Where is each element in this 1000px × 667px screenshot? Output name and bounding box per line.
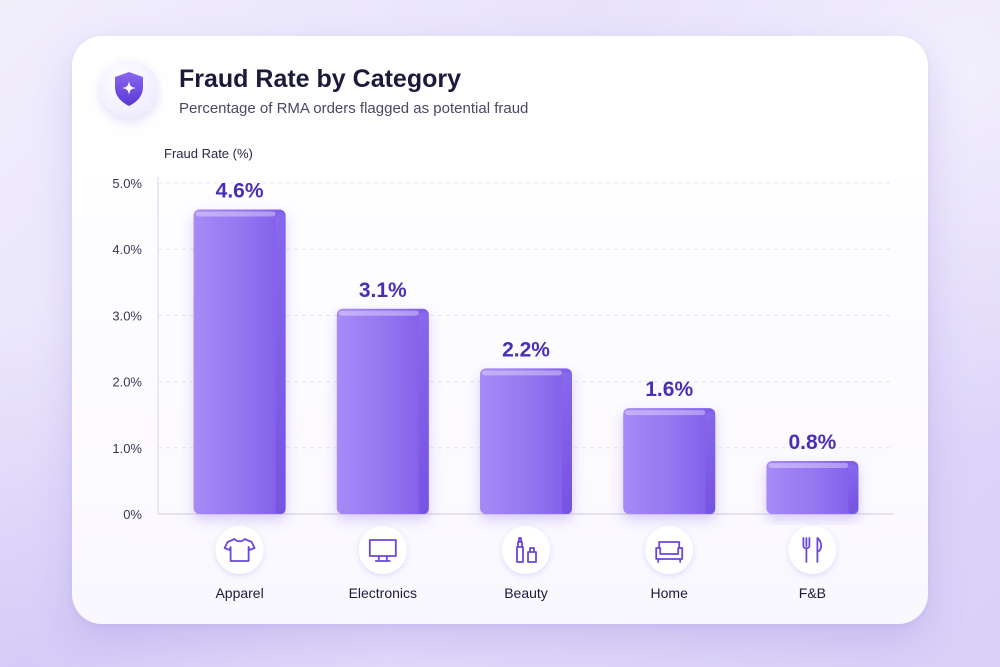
bar-group <box>623 408 716 514</box>
bar-side-shade <box>562 372 572 514</box>
sofa-icon <box>655 541 684 563</box>
icon-circle <box>502 526 550 574</box>
cosmetics-icon <box>516 537 537 563</box>
data-label: 2.2% <box>502 338 550 361</box>
category-icon-badge <box>358 526 407 574</box>
bar <box>193 209 286 515</box>
category-icon-badge <box>645 526 694 574</box>
bar-top-highlight <box>195 211 276 217</box>
x-tick-label: Beauty <box>504 585 548 601</box>
bar <box>336 308 429 514</box>
category-icon-badge <box>788 526 837 574</box>
monitor-icon <box>368 539 397 562</box>
y-tick-label: 5.0% <box>112 176 142 191</box>
y-tick-label: 0% <box>123 507 142 522</box>
bar <box>766 461 859 514</box>
icon-circle <box>645 526 694 574</box>
data-label: 3.1% <box>359 279 407 302</box>
data-label: 1.6% <box>645 378 693 401</box>
icon-circle <box>788 526 837 574</box>
shield-icon <box>115 72 143 106</box>
bar-top-highlight <box>482 370 562 376</box>
bar-side-shade <box>705 412 716 514</box>
y-axis-title: Fraud Rate (%) <box>164 146 253 161</box>
bar-side-shade <box>418 312 429 514</box>
x-tick-label: Apparel <box>215 585 263 601</box>
bar-top-highlight <box>338 310 419 316</box>
bar-chart: 0% 1.0% 2.0% 3.0% 4.0% 5.0% 4.6% Apparel 3.1% El… <box>112 176 894 601</box>
data-label: 0.8% <box>788 431 836 454</box>
data-label: 4.6% <box>216 179 264 202</box>
bar-group <box>336 308 429 514</box>
y-tick-label: 4.0% <box>112 242 142 257</box>
icon-circle <box>215 526 264 574</box>
shield-logo <box>100 60 158 118</box>
category-icon-badge <box>502 526 550 574</box>
chart-title: Fraud Rate by Category <box>179 65 462 93</box>
bar-group <box>766 461 859 514</box>
y-tick-label: 3.0% <box>112 308 142 323</box>
bar-top-highlight <box>768 463 849 469</box>
y-tick-label: 2.0% <box>112 375 142 390</box>
bar-group <box>480 368 572 514</box>
bar <box>623 408 716 514</box>
chart-card: Fraud Rate by Category Percentage of RMA… <box>72 36 928 624</box>
bar-group <box>193 209 286 515</box>
bar-side-shade <box>275 213 286 515</box>
x-tick-label: Electronics <box>349 585 417 601</box>
icon-circle <box>358 526 407 574</box>
tshirt-icon <box>223 538 256 562</box>
y-tick-label: 1.0% <box>112 441 142 456</box>
bar <box>480 368 572 514</box>
chart-subtitle: Percentage of RMA orders flagged as pote… <box>179 100 529 117</box>
x-tick-label: F&B <box>799 585 826 601</box>
category-icon-badge <box>215 526 264 574</box>
fork-knife-icon <box>802 537 823 563</box>
bar-top-highlight <box>625 410 706 416</box>
x-tick-label: Home <box>651 585 689 601</box>
bar-side-shade <box>848 465 859 514</box>
